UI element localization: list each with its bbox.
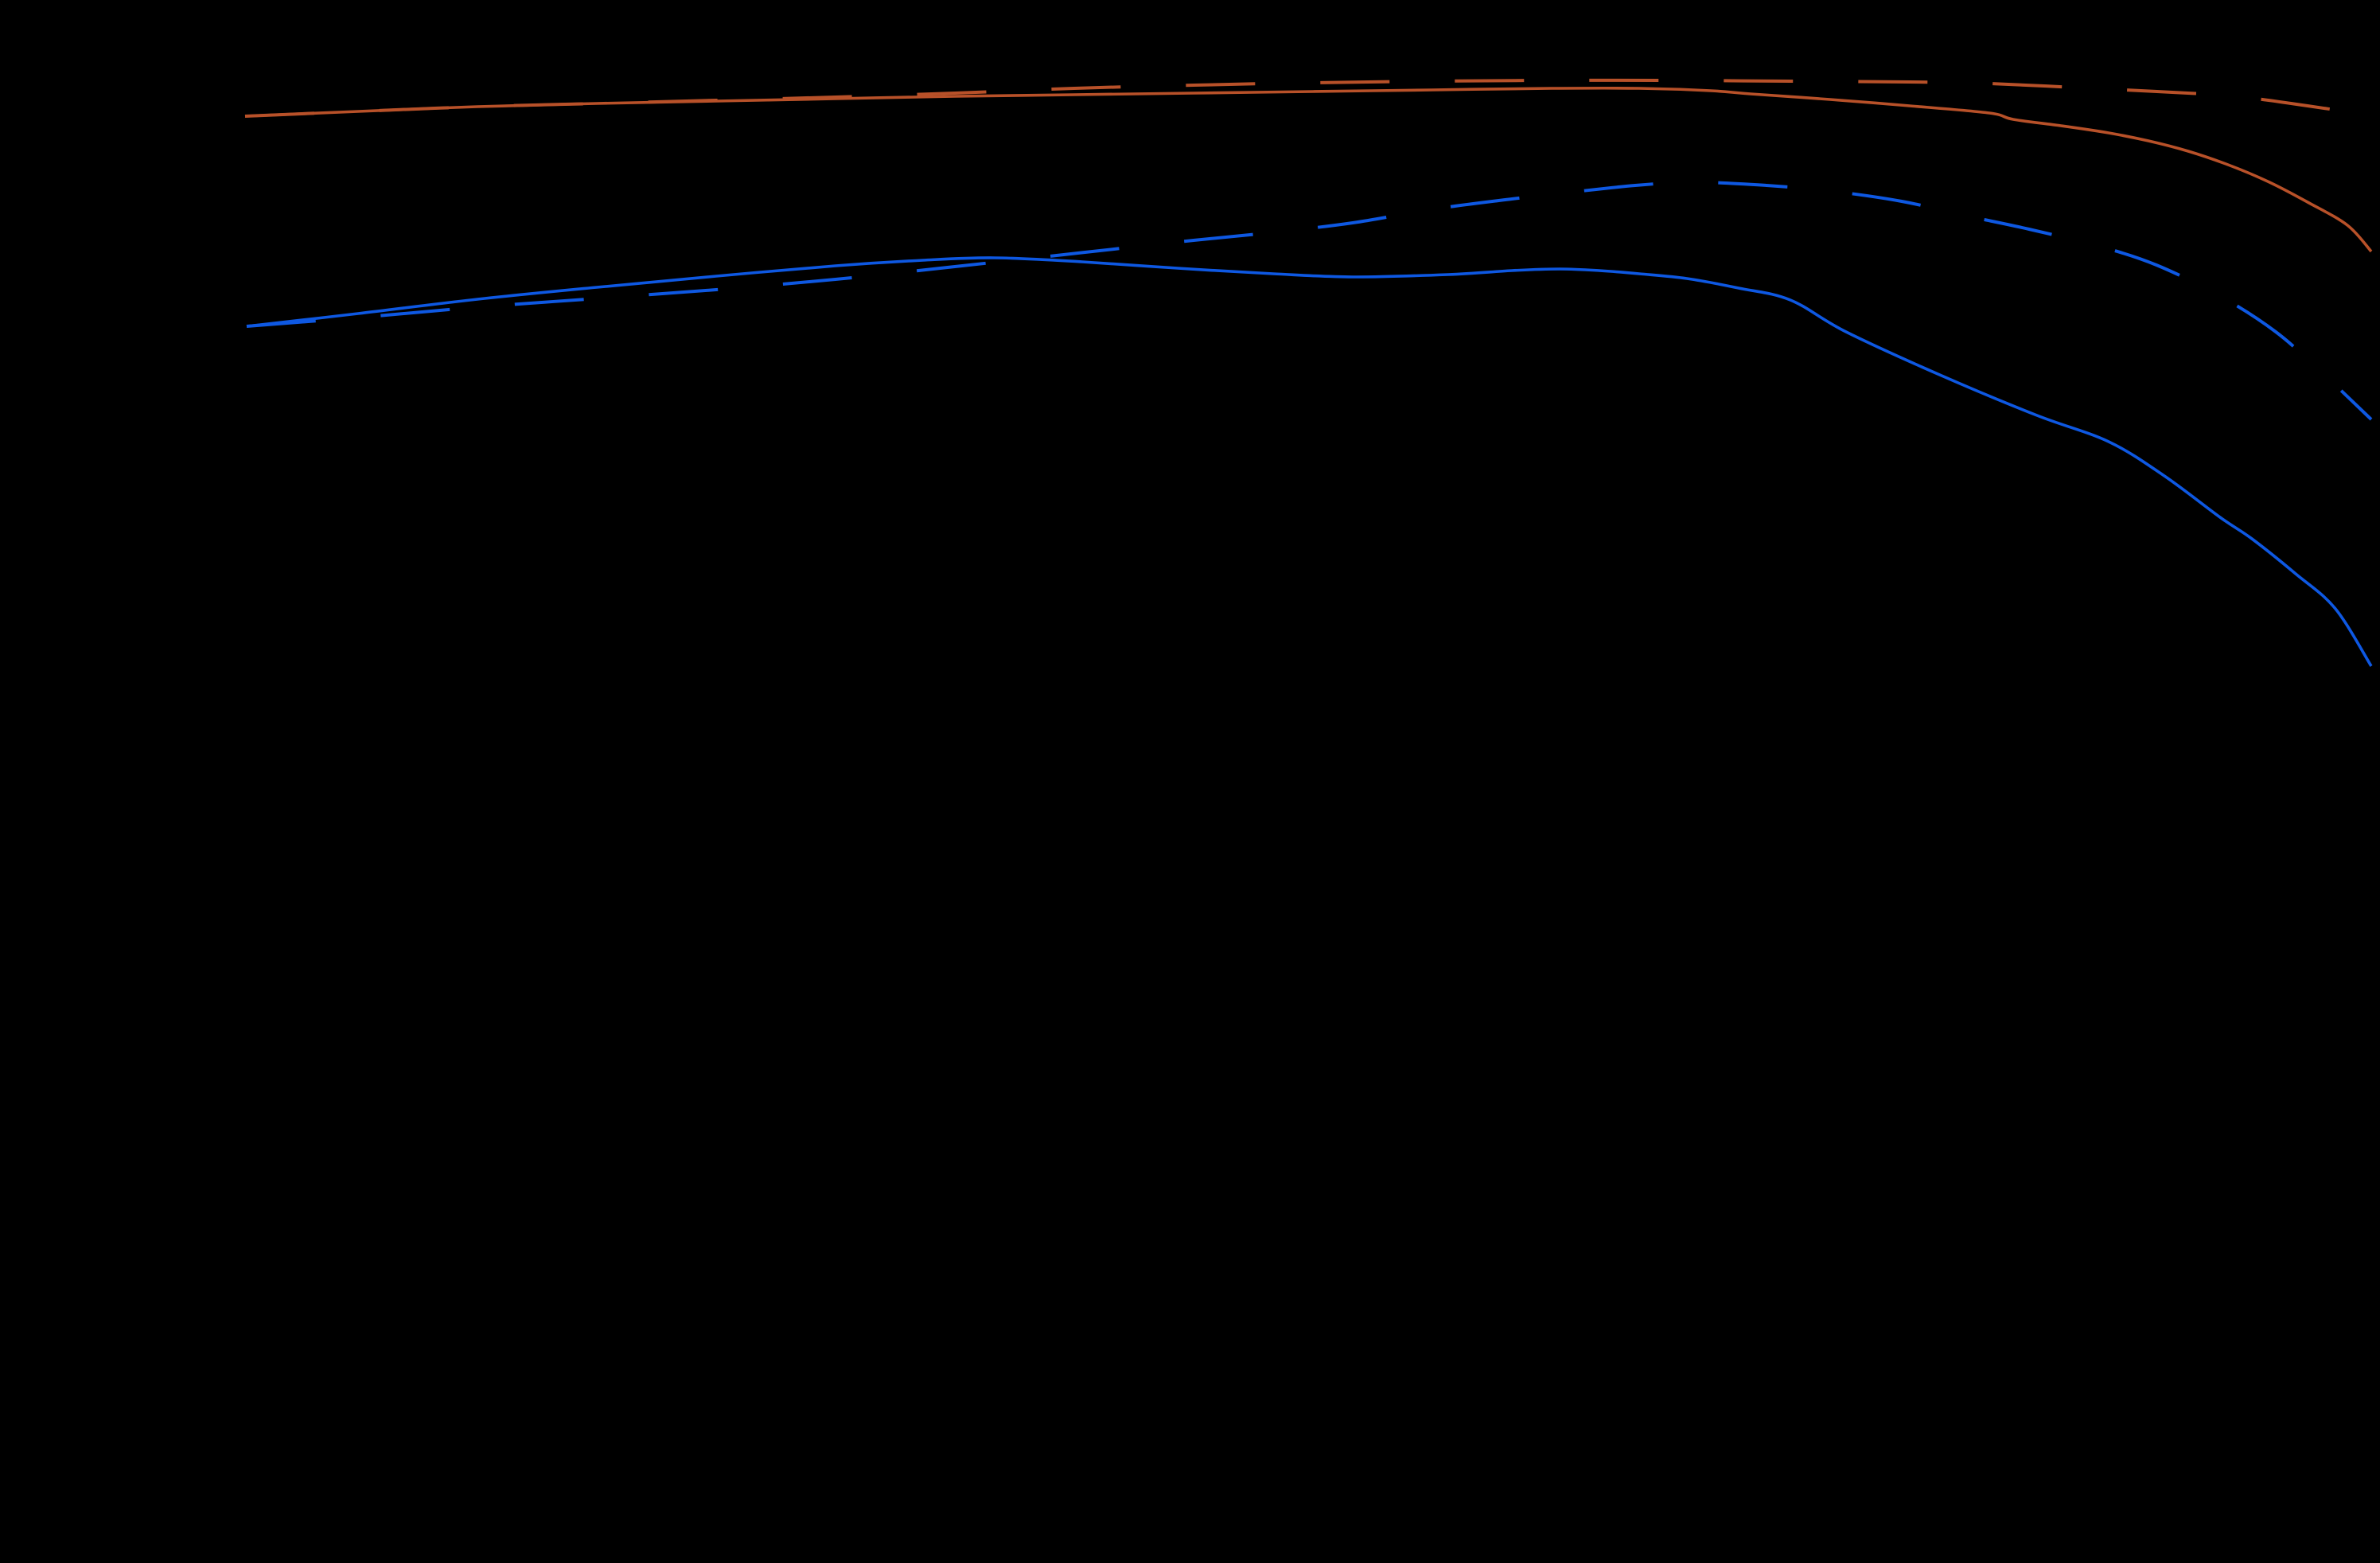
series-blue-dashed-line bbox=[246, 181, 2373, 421]
series-blue-solid-line bbox=[246, 256, 2373, 667]
series-orange-dashed-line bbox=[244, 78, 2372, 118]
series-orange-solid-line bbox=[244, 86, 2373, 253]
